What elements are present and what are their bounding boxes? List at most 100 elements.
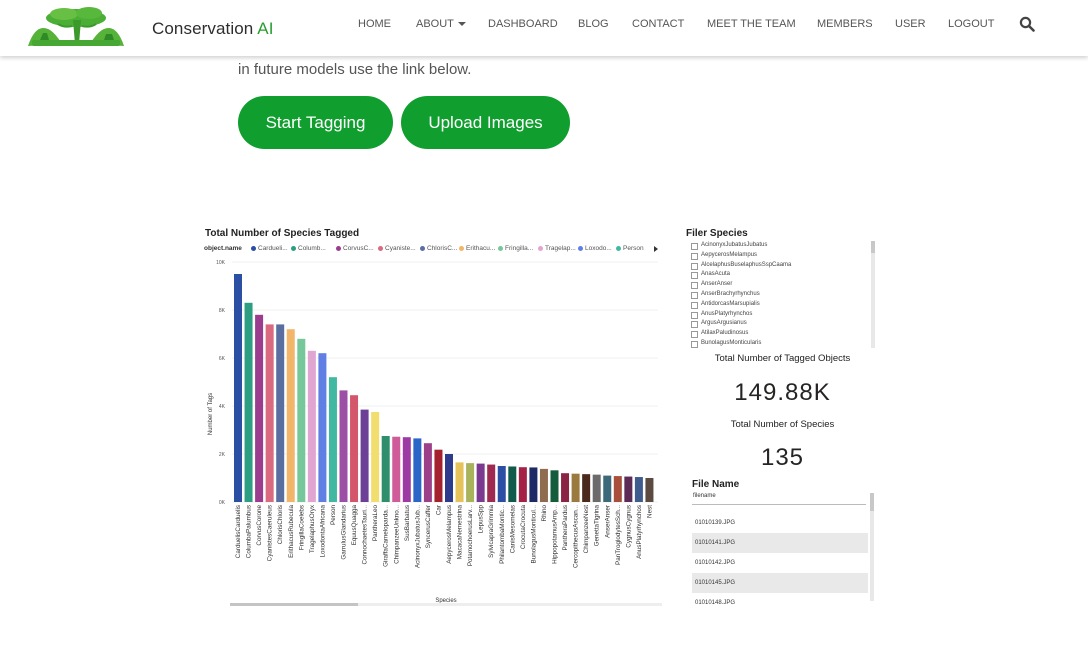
bar[interactable] — [381, 436, 390, 502]
nav-dashboard[interactable]: DASHBOARD — [488, 18, 558, 30]
brand-logo[interactable]: Conservation AI — [26, 4, 273, 48]
checkbox[interactable] — [691, 262, 698, 270]
legend-item[interactable]: Columb... — [291, 245, 326, 252]
legend-item[interactable]: Loxodo... — [578, 245, 612, 252]
legend-next-icon[interactable] — [654, 246, 658, 252]
filter-scrollbar[interactable] — [871, 241, 875, 348]
bar[interactable] — [624, 476, 633, 502]
bar[interactable] — [413, 438, 422, 502]
filter-option[interactable]: AntidorcasMarsupialis — [686, 300, 876, 310]
start-tagging-button[interactable]: Start Tagging — [238, 96, 393, 149]
bar[interactable] — [318, 353, 327, 502]
bar[interactable] — [634, 477, 643, 502]
bar[interactable] — [276, 324, 285, 502]
nav-meet-the-team[interactable]: MEET THE TEAM — [707, 18, 796, 30]
bar[interactable] — [244, 302, 253, 502]
chart-hscrollbar[interactable] — [230, 603, 662, 606]
legend-label: Erithacu... — [466, 245, 496, 252]
table-row[interactable]: 01010139.JPG — [695, 520, 736, 526]
table-row[interactable]: 01010141.JPG — [692, 533, 868, 553]
nav-about[interactable]: ABOUT — [416, 18, 466, 30]
bar[interactable] — [328, 377, 337, 502]
bar[interactable] — [445, 454, 453, 502]
filter-option[interactable]: AnserBrachyrhynchus — [686, 290, 876, 300]
search-icon[interactable] — [1019, 16, 1035, 32]
bar[interactable] — [550, 470, 559, 502]
legend-item[interactable]: Erithacu... — [459, 245, 495, 252]
table-row[interactable]: 01010145.JPG — [692, 573, 868, 593]
bar[interactable] — [255, 314, 264, 502]
legend-item[interactable]: CorvusC... — [336, 245, 374, 252]
checkbox[interactable] — [691, 340, 698, 348]
bar[interactable] — [371, 412, 380, 502]
bar[interactable] — [487, 464, 496, 502]
bar[interactable] — [497, 466, 506, 502]
checkbox[interactable] — [691, 321, 698, 329]
file-table-header[interactable]: filename — [693, 493, 716, 499]
nav-blog[interactable]: BLOG — [578, 18, 609, 30]
file-table-scrollbar-thumb[interactable] — [870, 493, 874, 511]
bar[interactable] — [339, 390, 348, 502]
legend-item[interactable]: ChlorisC... — [420, 245, 457, 252]
legend-item[interactable]: Tragelap... — [538, 245, 576, 252]
legend-item[interactable]: Person — [616, 245, 644, 252]
filter-option[interactable]: AtilaxPaludinosus — [686, 329, 876, 339]
bar[interactable] — [582, 474, 591, 502]
legend-item[interactable]: Cardueli... — [251, 245, 288, 252]
bar[interactable] — [539, 468, 548, 502]
filter-option[interactable]: AlcelaphusBuselaphusSspCaama — [686, 261, 876, 271]
tree-animals-logo-icon — [28, 7, 124, 46]
bar[interactable] — [603, 475, 612, 502]
chart-hscrollbar-thumb[interactable] — [230, 603, 358, 606]
bar[interactable] — [402, 437, 411, 502]
checkbox[interactable] — [691, 301, 698, 309]
legend-item[interactable]: Fringilla... — [498, 245, 533, 252]
checkbox[interactable] — [691, 331, 698, 339]
bar[interactable] — [592, 474, 601, 502]
table-row[interactable]: 01010142.JPG — [695, 560, 736, 566]
filter-option[interactable]: AcinonyxJubatusJubatus — [686, 241, 876, 251]
checkbox[interactable] — [691, 272, 698, 280]
filter-option[interactable]: BunolagusMonticularis — [686, 339, 876, 349]
bar[interactable] — [529, 467, 538, 502]
bar[interactable] — [518, 467, 527, 502]
checkbox[interactable] — [691, 252, 698, 260]
legend-item[interactable]: Cyaniste... — [378, 245, 416, 252]
nav-home[interactable]: HOME — [358, 18, 391, 30]
bar[interactable] — [455, 462, 464, 502]
bar[interactable] — [423, 443, 432, 502]
bar[interactable] — [561, 473, 570, 502]
checkbox[interactable] — [691, 291, 698, 299]
checkbox[interactable] — [691, 282, 698, 290]
filter-option[interactable]: ArgusArgusianus — [686, 319, 876, 329]
bar[interactable] — [286, 329, 295, 502]
bar[interactable] — [297, 338, 306, 502]
checkbox[interactable] — [691, 311, 698, 319]
bar[interactable] — [508, 466, 517, 502]
bar[interactable] — [571, 473, 580, 502]
filter-option[interactable]: AnusPlatyrhynchos — [686, 310, 876, 320]
bar[interactable] — [350, 395, 359, 502]
bar[interactable] — [234, 274, 242, 502]
bar[interactable] — [265, 324, 274, 502]
bar[interactable] — [476, 463, 485, 502]
bar[interactable] — [392, 436, 401, 502]
upload-images-button[interactable]: Upload Images — [401, 96, 570, 149]
nav-logout[interactable]: LOGOUT — [948, 18, 995, 30]
bar[interactable] — [307, 350, 316, 502]
filter-option[interactable]: AnasAcuta — [686, 270, 876, 280]
nav-contact[interactable]: CONTACT — [632, 18, 685, 30]
bar[interactable] — [360, 409, 369, 502]
bar[interactable] — [613, 476, 622, 502]
filter-scrollbar-thumb[interactable] — [871, 241, 875, 253]
checkbox[interactable] — [691, 243, 698, 250]
filter-option[interactable]: AnserAnser — [686, 280, 876, 290]
nav-user[interactable]: USER — [895, 18, 926, 30]
filter-option[interactable]: AepycerosMelampus — [686, 251, 876, 261]
file-table-scrollbar[interactable] — [870, 493, 874, 601]
bar[interactable] — [466, 463, 475, 502]
table-row[interactable]: 01010148.JPG — [695, 600, 736, 606]
bar[interactable] — [434, 449, 443, 502]
nav-members[interactable]: MEMBERS — [817, 18, 873, 30]
bar[interactable] — [645, 478, 654, 502]
